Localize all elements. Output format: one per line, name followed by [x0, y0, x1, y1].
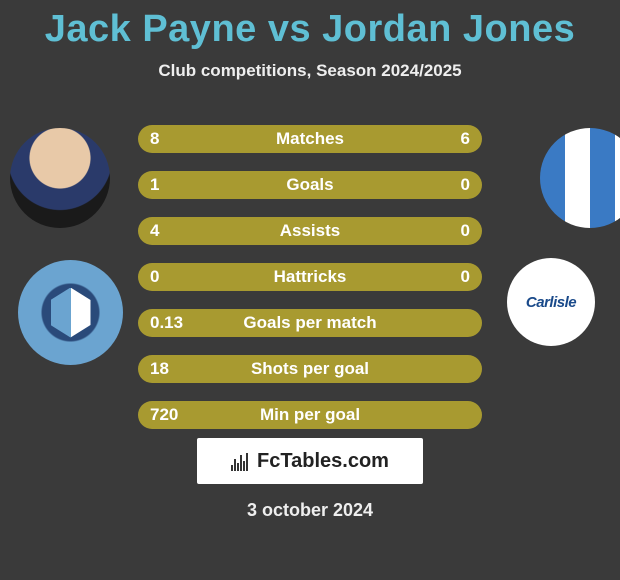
player1-club-badge: [18, 260, 123, 365]
brand-label: FcTables.com: [257, 450, 389, 473]
chart-icon: [231, 451, 251, 471]
stat-label: Shots per goal: [138, 359, 482, 379]
stat-label: Min per goal: [138, 405, 482, 425]
stat-label: Matches: [138, 129, 482, 149]
comparison-title: Jack Payne vs Jordan Jones: [0, 0, 620, 51]
stat-row: 4 Assists 0: [138, 217, 482, 245]
player2-avatar: [540, 128, 620, 228]
stat-left-value: 0: [150, 267, 159, 287]
stat-row: 0 Hattricks 0: [138, 263, 482, 291]
stat-left-value: 0.13: [150, 313, 183, 333]
stat-row: 0.13 Goals per match: [138, 309, 482, 337]
stat-left-value: 18: [150, 359, 169, 379]
stat-label: Assists: [138, 221, 482, 241]
stat-right-value: 0: [461, 175, 470, 195]
club-label: Carlisle: [526, 294, 576, 311]
stat-left-value: 8: [150, 129, 159, 149]
player2-club-badge: Carlisle: [507, 258, 595, 346]
stat-right-value: 6: [461, 129, 470, 149]
stat-right-value: 0: [461, 221, 470, 241]
stat-label: Goals: [138, 175, 482, 195]
stat-left-value: 1: [150, 175, 159, 195]
stat-label: Hattricks: [138, 267, 482, 287]
stat-row: 8 Matches 6: [138, 125, 482, 153]
stat-left-value: 720: [150, 405, 178, 425]
date-label: 3 october 2024: [0, 500, 620, 521]
player1-avatar: [10, 128, 110, 228]
stats-container: 8 Matches 6 1 Goals 0 4 Assists 0 0 Hatt…: [138, 125, 482, 447]
stat-row: 1 Goals 0: [138, 171, 482, 199]
stat-label: Goals per match: [138, 313, 482, 333]
stat-row: 720 Min per goal: [138, 401, 482, 429]
stat-left-value: 4: [150, 221, 159, 241]
stat-row: 18 Shots per goal: [138, 355, 482, 383]
stat-right-value: 0: [461, 267, 470, 287]
subtitle: Club competitions, Season 2024/2025: [0, 61, 620, 81]
brand-box: FcTables.com: [197, 438, 423, 484]
